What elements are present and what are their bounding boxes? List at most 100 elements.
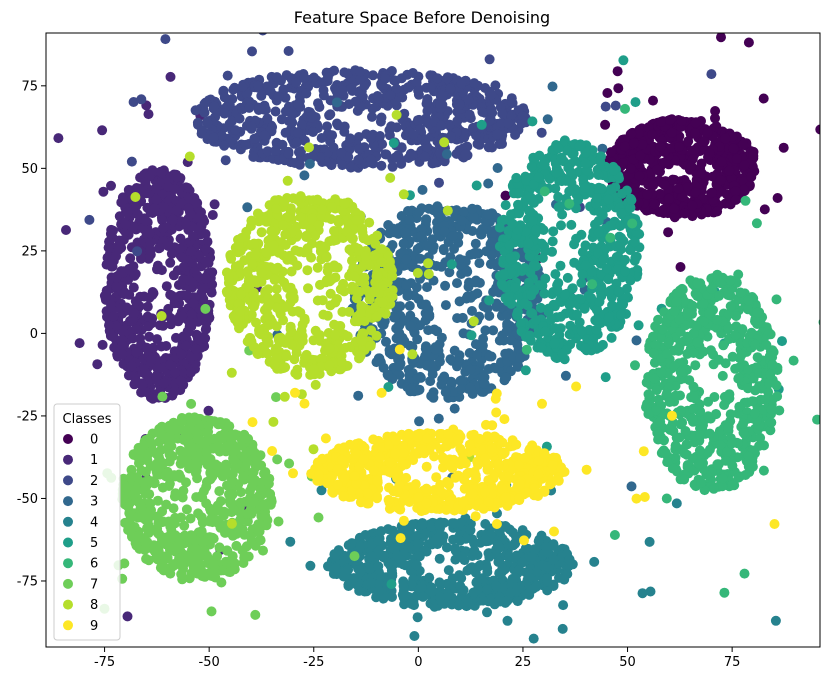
point-class-2 xyxy=(325,109,336,120)
point-class-3 xyxy=(467,306,477,316)
point-class-5 xyxy=(505,253,516,263)
point-class-3 xyxy=(432,201,443,212)
point-class-0 xyxy=(682,182,693,192)
point-class-3 xyxy=(467,203,478,214)
point-class-6 xyxy=(740,195,751,206)
point-class-2 xyxy=(497,108,508,119)
point-class-2 xyxy=(610,100,621,111)
point-class-4 xyxy=(407,519,418,530)
point-class-5 xyxy=(553,191,564,202)
point-class-2 xyxy=(291,137,302,148)
point-class-2 xyxy=(492,129,503,140)
point-class-5 xyxy=(555,311,566,322)
point-class-3 xyxy=(387,374,398,385)
point-class-1 xyxy=(104,320,114,331)
point-class-6 xyxy=(609,530,620,540)
point-class-3 xyxy=(501,326,512,337)
point-class-5 xyxy=(383,382,394,392)
point-class-0 xyxy=(605,147,616,158)
point-class-1 xyxy=(108,311,119,322)
point-class-0 xyxy=(660,157,671,168)
point-class-6 xyxy=(723,290,734,301)
point-class-5 xyxy=(566,219,577,230)
point-class-2 xyxy=(436,120,447,131)
point-class-2 xyxy=(464,109,475,120)
point-class-1 xyxy=(163,303,174,314)
point-class-6 xyxy=(679,448,690,459)
point-class-4 xyxy=(376,526,387,537)
point-class-1 xyxy=(163,181,174,192)
point-class-4 xyxy=(644,536,655,547)
point-class-1 xyxy=(186,309,197,320)
point-class-5 xyxy=(615,221,626,231)
point-class-6 xyxy=(587,279,598,290)
point-class-4 xyxy=(671,498,682,509)
point-class-2 xyxy=(405,148,416,159)
point-class-1 xyxy=(201,244,211,255)
point-class-6 xyxy=(704,308,714,319)
point-class-2 xyxy=(484,54,495,65)
point-class-3 xyxy=(401,254,412,265)
point-class-1 xyxy=(197,291,207,302)
point-class-5 xyxy=(576,325,587,336)
point-class-4 xyxy=(365,577,376,588)
point-class-4 xyxy=(482,607,492,618)
point-class-2 xyxy=(420,134,431,145)
point-class-6 xyxy=(660,447,671,458)
point-class-1 xyxy=(158,223,168,234)
point-class-6 xyxy=(651,385,662,396)
point-class-6 xyxy=(812,414,820,425)
point-class-6 xyxy=(714,290,725,301)
point-class-3 xyxy=(452,361,462,372)
point-class-5 xyxy=(571,233,582,244)
point-class-3 xyxy=(488,325,499,336)
point-class-0 xyxy=(669,203,680,214)
point-class-5 xyxy=(514,188,525,199)
point-class-2 xyxy=(425,82,436,93)
point-class-0 xyxy=(656,116,667,127)
point-class-4 xyxy=(305,560,316,571)
point-class-3 xyxy=(547,81,558,92)
point-class-5 xyxy=(527,116,538,127)
point-class-5 xyxy=(547,236,558,247)
point-class-4 xyxy=(533,536,544,547)
point-class-5 xyxy=(630,97,641,108)
point-class-2 xyxy=(468,122,478,133)
point-class-5 xyxy=(572,309,582,320)
point-class-3 xyxy=(421,346,432,357)
point-class-3 xyxy=(412,244,423,255)
point-class-1 xyxy=(178,262,189,272)
point-class-2 xyxy=(277,139,288,150)
point-class-2 xyxy=(385,90,396,101)
point-class-2 xyxy=(237,81,248,92)
point-class-2 xyxy=(126,156,137,167)
point-class-1 xyxy=(122,611,133,622)
point-class-3 xyxy=(421,299,431,310)
point-class-1 xyxy=(209,199,220,210)
point-class-5 xyxy=(543,306,554,317)
point-class-6 xyxy=(643,409,654,419)
point-class-5 xyxy=(494,222,505,233)
point-class-4 xyxy=(480,534,491,545)
point-class-4 xyxy=(455,518,466,528)
point-class-2 xyxy=(247,46,257,57)
point-class-6 xyxy=(630,360,640,371)
point-class-5 xyxy=(557,348,568,359)
point-class-5 xyxy=(484,295,495,306)
point-class-2 xyxy=(136,94,147,105)
point-class-3 xyxy=(415,320,425,331)
point-class-7 xyxy=(243,658,253,668)
point-class-1 xyxy=(145,245,156,256)
point-class-4 xyxy=(383,557,394,568)
point-class-4 xyxy=(373,545,384,556)
point-class-4 xyxy=(412,538,423,549)
point-class-1 xyxy=(186,367,196,378)
point-class-0 xyxy=(715,175,726,186)
point-class-2 xyxy=(276,114,287,125)
point-class-3 xyxy=(487,229,498,240)
point-class-3 xyxy=(332,97,342,108)
point-class-1 xyxy=(118,194,129,205)
point-class-0 xyxy=(600,119,611,130)
point-class-6 xyxy=(663,337,674,348)
point-class-2 xyxy=(256,90,267,101)
